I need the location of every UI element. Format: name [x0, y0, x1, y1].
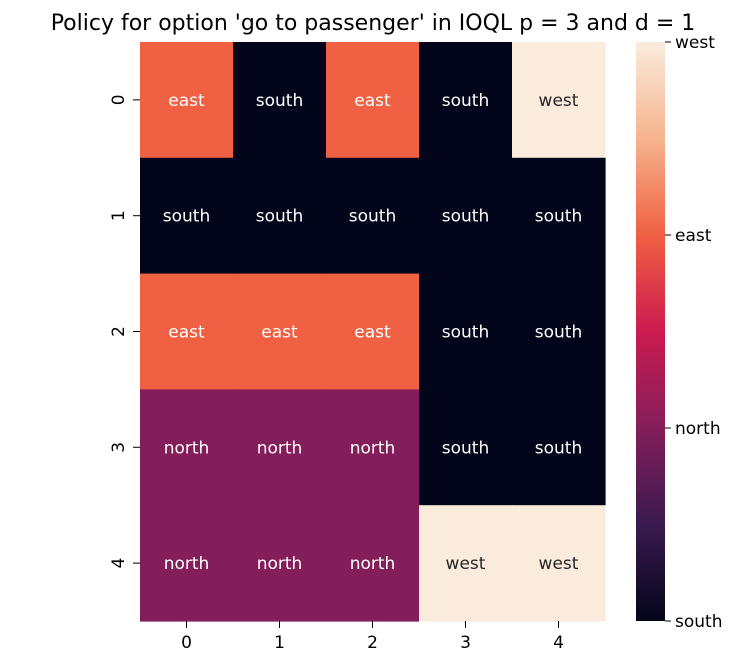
y-axis: 0 1 2 3 4	[109, 94, 140, 569]
cell-label: south	[256, 91, 303, 111]
x-tick-label: 2	[367, 633, 378, 653]
cell-label: north	[257, 438, 303, 458]
heatmap-cell	[326, 505, 420, 622]
heatmap-cell	[419, 273, 513, 390]
heatmap-cell	[140, 42, 234, 159]
x-tick-label: 3	[460, 633, 471, 653]
cell-label: east	[354, 323, 391, 343]
heatmap-cell	[419, 42, 513, 159]
colorbar-tick-label: south	[675, 612, 722, 632]
cell-label: north	[164, 438, 210, 458]
heatmap-cell	[233, 273, 327, 390]
cell-label: north	[257, 554, 303, 574]
heatmap-cells	[140, 42, 606, 622]
heatmap-cell	[512, 505, 606, 622]
cell-label: south	[349, 207, 396, 227]
y-tick-label: 3	[109, 442, 129, 453]
colorbar-tick-label: east	[675, 226, 712, 246]
cell-label: south	[535, 323, 582, 343]
cell-label: north	[350, 554, 396, 574]
heatmap-cell	[419, 505, 513, 622]
cell-label: north	[350, 438, 396, 458]
cell-label: west	[446, 554, 486, 574]
cell-label: west	[539, 91, 579, 111]
cell-label: south	[442, 323, 489, 343]
colorbar-gradient	[636, 42, 665, 621]
cell-label: east	[168, 323, 205, 343]
heatmap-cell	[233, 42, 327, 159]
heatmap-cell	[326, 273, 420, 390]
x-tick-label: 4	[553, 633, 564, 653]
cell-label: east	[168, 91, 205, 111]
cell-label: south	[256, 207, 303, 227]
heatmap-cell	[140, 505, 234, 622]
heatmap-cell	[512, 389, 606, 506]
y-tick-label: 2	[109, 326, 129, 337]
heatmap-cell-labels: east south east south west south south south sou…	[163, 91, 582, 574]
heatmap-cell	[326, 157, 420, 275]
cell-label: east	[354, 91, 391, 111]
cell-label: west	[539, 554, 579, 574]
colorbar-tick-label: north	[675, 419, 721, 439]
heatmap-cell	[512, 42, 606, 159]
heatmap-cell	[140, 273, 234, 390]
colorbar: west east north south	[636, 33, 722, 632]
chart-title: Policy for option 'go to passenger' in I…	[51, 11, 696, 36]
x-tick-label: 1	[274, 633, 285, 653]
x-tick-label: 0	[181, 633, 192, 653]
heatmap-cell	[233, 157, 327, 275]
cell-label: south	[535, 438, 582, 458]
heatmap-cell	[512, 157, 606, 275]
heatmap-cell	[326, 389, 420, 506]
heatmap-cell	[419, 157, 513, 275]
heatmap-cell	[233, 505, 327, 622]
cell-label: south	[442, 438, 489, 458]
heatmap-cell	[140, 157, 234, 275]
heatmap-cell	[419, 389, 513, 506]
cell-label: south	[442, 91, 489, 111]
y-tick-label: 1	[109, 210, 129, 221]
heatmap-cell	[233, 389, 327, 506]
colorbar-tick-label: west	[675, 33, 715, 53]
cell-label: north	[164, 554, 210, 574]
cell-label: south	[442, 207, 489, 227]
y-tick-label: 4	[109, 558, 129, 569]
heatmap-cell	[140, 389, 234, 506]
y-tick-label: 0	[109, 94, 129, 105]
heatmap-cell	[326, 42, 420, 159]
cell-label: east	[261, 323, 298, 343]
x-axis: 0 1 2 3 4	[181, 621, 564, 653]
heatmap-cell	[512, 273, 606, 390]
cell-label: south	[535, 207, 582, 227]
cell-label: south	[163, 207, 210, 227]
